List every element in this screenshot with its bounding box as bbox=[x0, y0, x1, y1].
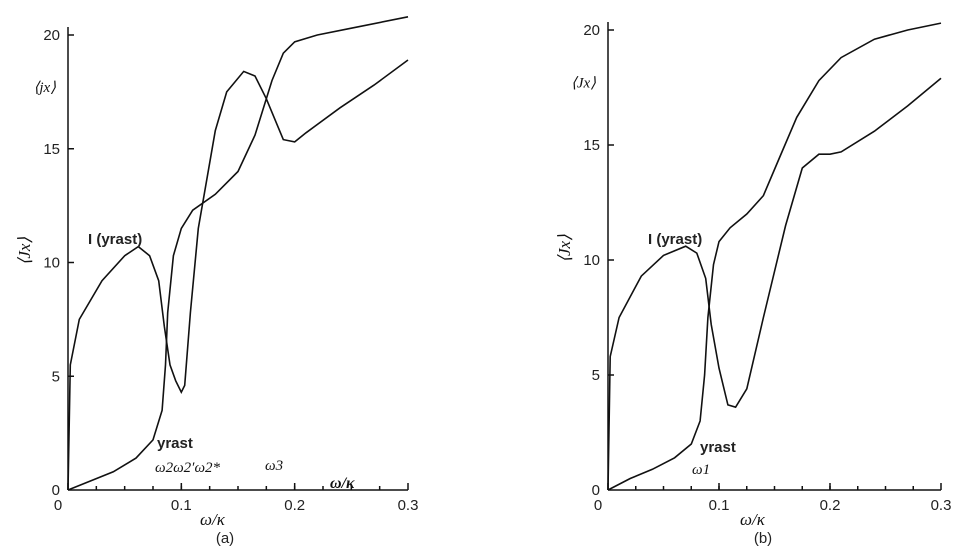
frequency-marker: ω2ω2′ω2* bbox=[155, 460, 221, 476]
series-line-yrast bbox=[67, 16, 409, 491]
y-tick-label: 20 bbox=[583, 22, 600, 39]
series-label: yrast bbox=[157, 435, 193, 452]
y-tick-label: 15 bbox=[583, 137, 600, 154]
series-line-I-yrast bbox=[67, 59, 409, 491]
x-tick-label: 0.2 bbox=[820, 497, 841, 514]
x-tick-label: 0.1 bbox=[709, 497, 730, 514]
y-tick-label: 10 bbox=[583, 252, 600, 269]
x-tick-label: 0.2 bbox=[284, 497, 305, 514]
y-tick-label: 15 bbox=[43, 141, 60, 158]
x-axis-label: ω/κ bbox=[740, 510, 766, 529]
x-tick-label: 0.3 bbox=[931, 497, 952, 514]
panel-label: (a) bbox=[216, 530, 234, 547]
chart-panel-b: 0 0.1 0.2 0.3 5 10 15 20 0 ⟨Jx⟩ ⟨Jx⟩ ω/κ(b) ω1 I (yra… bbox=[555, 22, 951, 547]
y-axis-label: ⟨Jx⟩ bbox=[555, 234, 574, 263]
series-label: yrast bbox=[700, 439, 736, 456]
y-tick-label: 20 bbox=[43, 27, 60, 44]
x-axis-label: ω/κ bbox=[200, 510, 226, 529]
frequency-marker: ω1 bbox=[692, 462, 710, 478]
frequency-marker: ω3 bbox=[265, 458, 283, 474]
series-label: I (yrast) bbox=[88, 231, 142, 248]
series-line-I-yrast bbox=[607, 77, 942, 491]
x-axis-label-secondary: ω/κ bbox=[330, 475, 355, 492]
y-tick-label: 5 bbox=[592, 367, 600, 384]
origin-label: 0 bbox=[592, 482, 600, 499]
x-tick-label: 0.3 bbox=[398, 497, 419, 514]
y-tick-label: 5 bbox=[52, 368, 60, 385]
chart-panel-a: 0 0.1 0.2 0.351015200⟨Jx⟩⟨jx⟩ω/κ(a)ω/κω2ω2′… bbox=[15, 16, 419, 547]
x-tick-label: 0.1 bbox=[171, 497, 192, 514]
y-axis-label-top: ⟨Jx⟩ bbox=[571, 76, 596, 92]
x-tick-label: 0 bbox=[594, 497, 602, 514]
y-axis-label: ⟨Jx⟩ bbox=[15, 237, 34, 266]
panel-label: (b) bbox=[754, 530, 772, 547]
y-axis-label-top: ⟨jx⟩ bbox=[33, 80, 56, 96]
y-tick-label: 10 bbox=[43, 255, 60, 272]
x-tick-label: 0 bbox=[54, 497, 62, 514]
series-line-yrast bbox=[607, 22, 942, 491]
series-label: I (yrast) bbox=[648, 231, 702, 248]
origin-label: 0 bbox=[52, 482, 60, 499]
